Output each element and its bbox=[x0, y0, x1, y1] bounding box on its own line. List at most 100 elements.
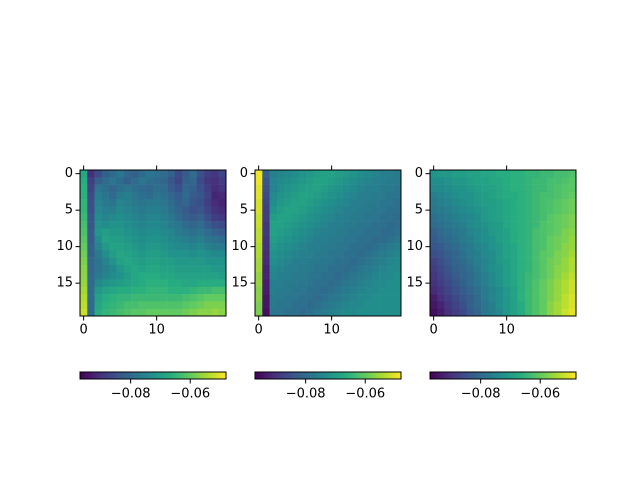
heatmap-cell bbox=[371, 272, 380, 280]
axes-frame bbox=[79, 169, 227, 317]
heatmap-cell bbox=[94, 272, 103, 280]
heatmap-cell bbox=[174, 221, 183, 229]
heatmap-cell bbox=[291, 184, 300, 193]
heatmap-cell bbox=[335, 199, 343, 207]
heatmap-cell bbox=[313, 199, 321, 207]
heatmap-cell bbox=[371, 286, 380, 295]
heatmap-cell bbox=[342, 250, 351, 258]
heatmap-cell bbox=[138, 308, 146, 317]
heatmap-cell bbox=[298, 279, 307, 288]
heatmap-cell bbox=[306, 177, 314, 185]
heatmap-cell bbox=[342, 184, 351, 193]
heatmap-cell bbox=[546, 257, 555, 266]
heatmap-cell bbox=[524, 170, 533, 178]
heatmap-cell bbox=[109, 250, 117, 258]
heatmap-cell bbox=[430, 286, 438, 295]
heatmap-cell bbox=[306, 184, 314, 193]
heatmap-cell bbox=[196, 228, 205, 236]
heatmap-cell bbox=[539, 213, 548, 222]
heatmap-cell bbox=[255, 308, 263, 317]
heatmap-cell bbox=[138, 213, 146, 222]
heatmap-cell bbox=[539, 279, 548, 288]
heatmap-cell bbox=[174, 264, 183, 273]
heatmap-cell bbox=[335, 286, 343, 295]
heatmap-cell bbox=[269, 199, 278, 207]
heatmap-cell bbox=[568, 199, 577, 207]
heatmap-cell bbox=[561, 191, 569, 200]
heatmap-cell bbox=[189, 184, 198, 193]
heatmap-cell bbox=[386, 191, 394, 200]
heatmap-cell bbox=[371, 213, 380, 222]
heatmap-cell bbox=[182, 286, 190, 295]
heatmap-cell bbox=[138, 264, 146, 273]
heatmap-cell bbox=[306, 243, 314, 251]
heatmap-cell bbox=[532, 228, 540, 236]
heatmap-cell bbox=[488, 221, 496, 229]
heatmap-cell bbox=[211, 264, 219, 273]
heatmap-cell bbox=[357, 213, 365, 222]
heatmap-cell bbox=[451, 199, 460, 207]
heatmap-cell bbox=[109, 184, 117, 193]
heatmap-cell bbox=[87, 301, 95, 309]
heatmap-cell bbox=[473, 206, 482, 215]
heatmap-cell bbox=[364, 272, 373, 280]
heatmap-cell bbox=[116, 206, 125, 215]
heatmap-cell bbox=[539, 170, 548, 178]
heatmap-cell bbox=[167, 221, 176, 229]
heatmap-cell bbox=[371, 308, 380, 317]
heatmap-cell bbox=[510, 294, 518, 302]
heatmap-cell bbox=[204, 221, 212, 229]
heatmap-cell bbox=[510, 170, 518, 178]
heatmap-cell bbox=[298, 308, 307, 317]
heatmap-cell bbox=[276, 286, 285, 295]
heatmap-cell bbox=[94, 170, 103, 178]
heatmap-cell bbox=[488, 235, 496, 244]
heatmap-cell bbox=[196, 184, 205, 193]
heatmap-cell bbox=[298, 177, 307, 185]
heatmap-cell bbox=[123, 170, 132, 178]
heatmap-cell bbox=[255, 272, 263, 280]
heatmap-cell bbox=[335, 235, 343, 244]
heatmap-cell bbox=[371, 279, 380, 288]
heatmap-cell bbox=[174, 228, 183, 236]
heatmap-cell bbox=[204, 294, 212, 302]
heatmap-cell bbox=[466, 257, 475, 266]
heatmap-cell bbox=[473, 177, 482, 185]
y-tick-label: 5 bbox=[415, 203, 423, 218]
heatmap-cell bbox=[298, 294, 307, 302]
heatmap-cell bbox=[291, 301, 300, 309]
heatmap-cell bbox=[167, 213, 176, 222]
heatmap-cell bbox=[196, 170, 205, 178]
heatmap-cell bbox=[532, 199, 540, 207]
heatmap-cell bbox=[262, 184, 270, 193]
heatmap-cell bbox=[459, 272, 467, 280]
heatmap-cell bbox=[357, 235, 365, 244]
heatmap-cell bbox=[539, 228, 548, 236]
heatmap-cell bbox=[357, 250, 365, 258]
heatmap-cell bbox=[80, 308, 88, 317]
heatmap-cell bbox=[473, 184, 482, 193]
heatmap-cell bbox=[466, 301, 475, 309]
heatmap-cell bbox=[554, 308, 562, 317]
heatmap-cell bbox=[459, 286, 467, 295]
heatmap-cell bbox=[473, 250, 482, 258]
heatmap-cell bbox=[495, 228, 504, 236]
heatmap-cell bbox=[109, 221, 117, 229]
heatmap-cell bbox=[459, 294, 467, 302]
heatmap-cell bbox=[182, 184, 190, 193]
heatmap-cell bbox=[503, 213, 511, 222]
heatmap-cell bbox=[393, 184, 402, 193]
heatmap-cell bbox=[371, 221, 380, 229]
heatmap-cell bbox=[451, 235, 460, 244]
heatmap-cell bbox=[153, 235, 161, 244]
heatmap-cell bbox=[145, 250, 154, 258]
heatmap-cell bbox=[116, 184, 125, 193]
heatmap-cell bbox=[80, 177, 88, 185]
heatmap-cell bbox=[153, 279, 161, 288]
heatmap-cell bbox=[328, 228, 336, 236]
heatmap-cell bbox=[481, 191, 489, 200]
heatmap-cell bbox=[488, 257, 496, 266]
heatmap-cell bbox=[386, 272, 394, 280]
heatmap-cell bbox=[255, 294, 263, 302]
